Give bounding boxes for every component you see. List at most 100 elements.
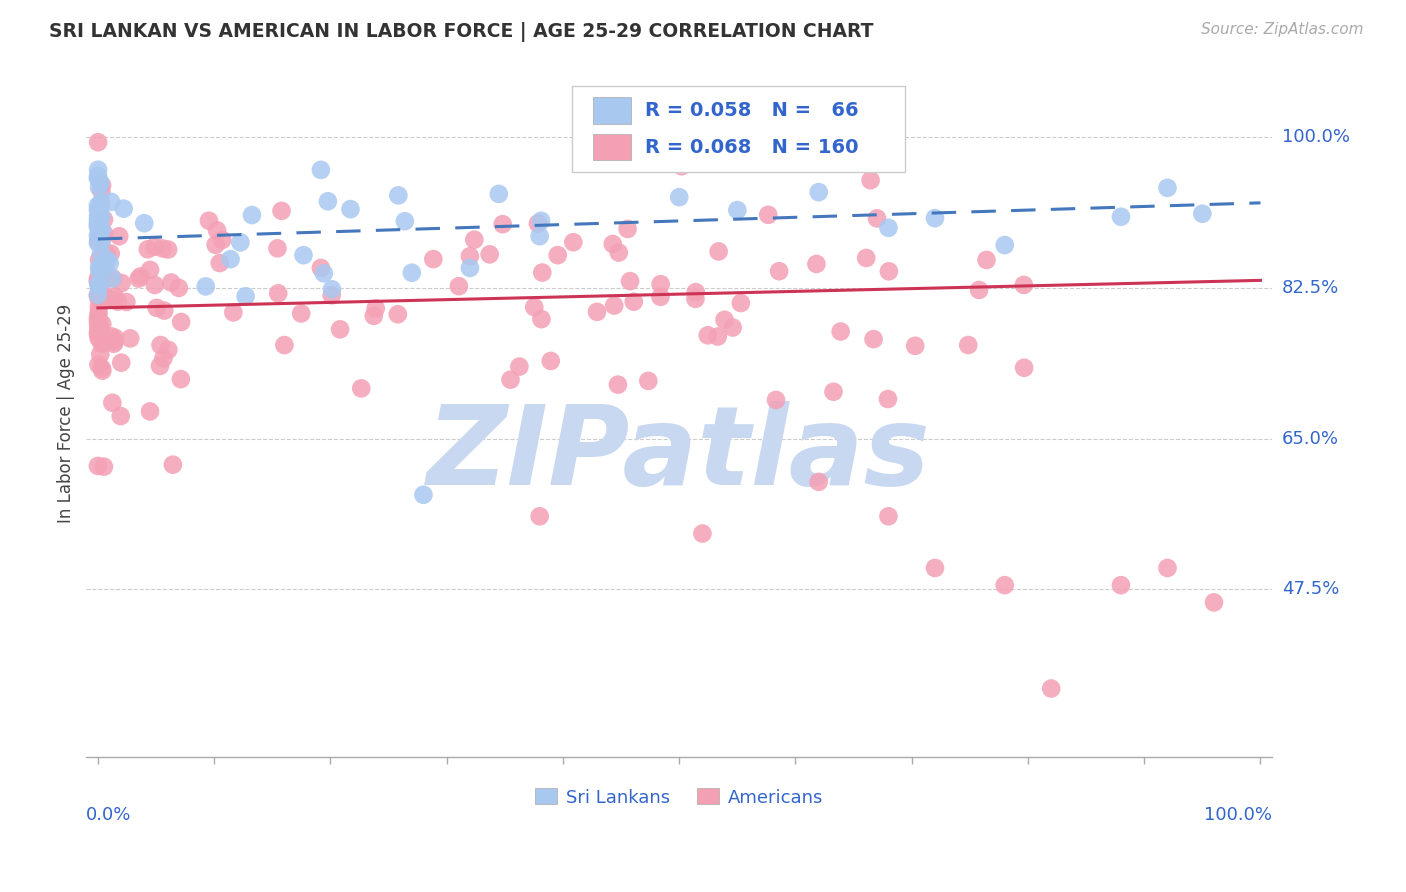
Point	[547, 248, 569, 262]
Point	[530, 214, 553, 228]
Point	[128, 271, 150, 285]
Point	[586, 305, 609, 319]
Point	[967, 283, 990, 297]
Point	[157, 343, 180, 357]
Point	[387, 188, 409, 202]
Point	[160, 276, 183, 290]
Point	[87, 260, 110, 274]
Point	[87, 235, 110, 250]
Point	[89, 252, 111, 267]
Point	[350, 381, 373, 395]
Point	[89, 226, 111, 240]
Point	[807, 475, 830, 489]
Point	[87, 169, 110, 183]
Point	[107, 294, 129, 309]
Point	[87, 358, 110, 372]
Point	[100, 194, 122, 209]
Point	[87, 277, 110, 292]
Point	[87, 217, 110, 231]
Point	[957, 338, 980, 352]
Point	[90, 235, 112, 249]
Point	[91, 336, 114, 351]
Point	[855, 251, 877, 265]
Point	[312, 266, 335, 280]
Point	[219, 252, 242, 267]
Point	[87, 312, 110, 326]
Point	[562, 235, 585, 250]
Point	[87, 271, 110, 285]
Point	[707, 244, 730, 259]
Point	[104, 334, 127, 349]
Point	[93, 256, 115, 270]
Point	[90, 246, 112, 260]
Point	[91, 267, 114, 281]
Point	[89, 220, 111, 235]
Point	[145, 301, 167, 315]
Point	[692, 526, 714, 541]
Point	[499, 373, 522, 387]
Point	[101, 271, 124, 285]
Point	[1012, 360, 1035, 375]
Point	[637, 374, 659, 388]
Point	[924, 561, 946, 575]
Text: 65.0%: 65.0%	[1282, 430, 1339, 448]
Point	[290, 306, 312, 320]
Point	[143, 278, 166, 293]
Point	[91, 232, 114, 246]
Point	[87, 325, 110, 339]
Point	[96, 291, 118, 305]
Point	[309, 260, 332, 275]
Point	[87, 234, 110, 248]
Point	[713, 313, 735, 327]
Point	[235, 289, 257, 303]
Point	[492, 217, 515, 231]
Point	[87, 310, 110, 325]
Point	[530, 312, 553, 326]
Point	[93, 227, 115, 241]
Point	[623, 294, 645, 309]
Point	[167, 281, 190, 295]
Point	[316, 194, 339, 209]
Point	[725, 203, 748, 218]
Point	[152, 351, 174, 366]
Point	[363, 309, 385, 323]
Text: ZIPatlas: ZIPatlas	[427, 401, 931, 508]
Point	[104, 289, 127, 303]
Point	[87, 275, 110, 289]
Point	[696, 328, 718, 343]
Point	[87, 214, 110, 228]
Point	[924, 211, 946, 226]
Y-axis label: In Labor Force | Age 25-29: In Labor Force | Age 25-29	[58, 303, 75, 523]
Point	[478, 247, 501, 261]
FancyBboxPatch shape	[572, 86, 904, 172]
Point	[87, 162, 110, 177]
Point	[198, 213, 221, 227]
Text: 100.0%: 100.0%	[1282, 128, 1350, 146]
Point	[87, 331, 110, 345]
Point	[211, 233, 233, 247]
Point	[87, 219, 110, 234]
Point	[527, 217, 550, 231]
Point	[222, 305, 245, 319]
Point	[1191, 207, 1213, 221]
Point	[994, 578, 1017, 592]
Point	[87, 319, 110, 334]
Point	[270, 203, 292, 218]
Point	[1156, 561, 1178, 575]
Point	[765, 392, 787, 407]
Point	[112, 202, 135, 216]
Point	[90, 195, 112, 210]
Point	[89, 264, 111, 278]
Point	[87, 300, 110, 314]
Point	[87, 292, 110, 306]
Point	[87, 327, 110, 342]
Point	[89, 347, 111, 361]
Point	[616, 222, 638, 236]
Point	[120, 331, 142, 345]
Point	[110, 356, 132, 370]
Point	[1156, 181, 1178, 195]
Point	[273, 338, 295, 352]
Point	[152, 242, 174, 256]
Point	[170, 372, 193, 386]
Point	[830, 325, 852, 339]
